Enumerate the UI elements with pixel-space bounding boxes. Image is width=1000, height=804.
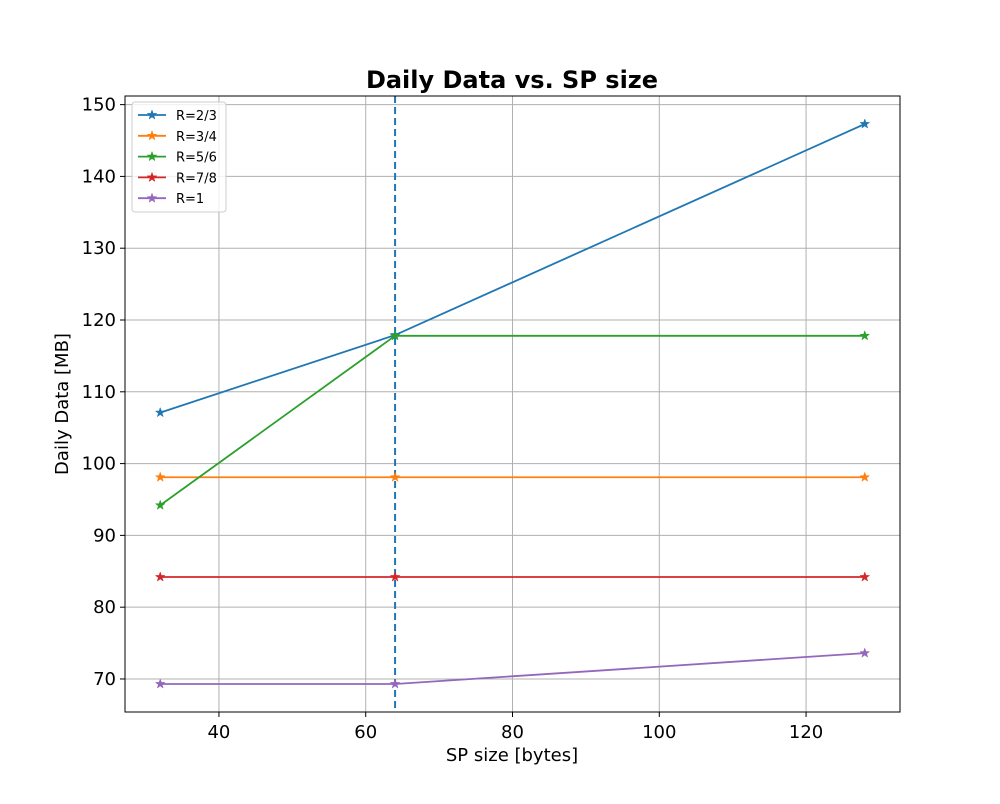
legend: R=2/3 R=3/4 R=5/6 R=7/8 R=1 [131, 101, 227, 213]
x-tick-label: 60 [354, 722, 377, 743]
x-axis-ticks: 40 60 80 100 120 [207, 712, 823, 743]
legend-label: R=2/3 [176, 109, 217, 124]
series-layer [154, 118, 871, 689]
x-tick-label: 80 [501, 722, 524, 743]
data-point [389, 330, 401, 341]
data-point [389, 678, 401, 689]
legend-box [131, 101, 227, 213]
x-tick-label: 120 [789, 722, 823, 743]
x-axis-label: SP size [bytes] [446, 745, 578, 766]
x-tick-label: 40 [207, 722, 230, 743]
chart-title: Daily Data vs. SP size [366, 66, 658, 94]
data-point [154, 471, 166, 482]
x-tick-label: 100 [642, 722, 676, 743]
legend-item: R=5/6 [138, 151, 217, 166]
data-point [154, 678, 166, 689]
legend-item: R=1 [138, 192, 204, 207]
legend-item: R=3/4 [138, 130, 217, 145]
legend-marker [146, 130, 158, 141]
data-point [859, 330, 871, 341]
y-axis-ticks: 70 80 90 100 110 120 130 140 150 [82, 95, 125, 690]
y-tick-label: 110 [82, 382, 116, 403]
y-tick-label: 150 [82, 95, 116, 116]
data-point [859, 118, 871, 129]
data-point [859, 647, 871, 658]
data-point [154, 571, 166, 582]
legend-label: R=1 [176, 192, 204, 207]
legend-marker [146, 171, 158, 183]
legend-label: R=7/8 [176, 171, 217, 186]
data-point [389, 471, 401, 482]
legend-item: R=7/8 [138, 171, 217, 186]
grid [125, 96, 900, 712]
y-tick-label: 80 [93, 597, 116, 618]
series-4 [154, 571, 871, 582]
y-tick-label: 100 [82, 454, 116, 475]
series-3 [154, 330, 871, 510]
series-5 [154, 647, 871, 689]
legend-label: R=3/4 [176, 130, 217, 145]
y-tick-label: 70 [93, 669, 116, 690]
data-point [389, 571, 401, 582]
data-point [859, 471, 871, 482]
series-2 [154, 471, 871, 482]
legend-marker [146, 150, 158, 162]
data-point [154, 499, 166, 510]
y-axis-label: Daily Data [MB] [52, 333, 73, 475]
legend-label: R=5/6 [176, 151, 217, 166]
data-point [154, 406, 166, 418]
legend-item: R=2/3 [138, 109, 217, 124]
y-tick-label: 90 [93, 525, 116, 546]
data-point [859, 571, 871, 582]
y-tick-label: 130 [82, 238, 116, 259]
y-tick-label: 120 [82, 310, 116, 331]
legend-marker [146, 192, 158, 203]
legend-marker [146, 109, 158, 120]
y-tick-label: 140 [82, 166, 116, 187]
